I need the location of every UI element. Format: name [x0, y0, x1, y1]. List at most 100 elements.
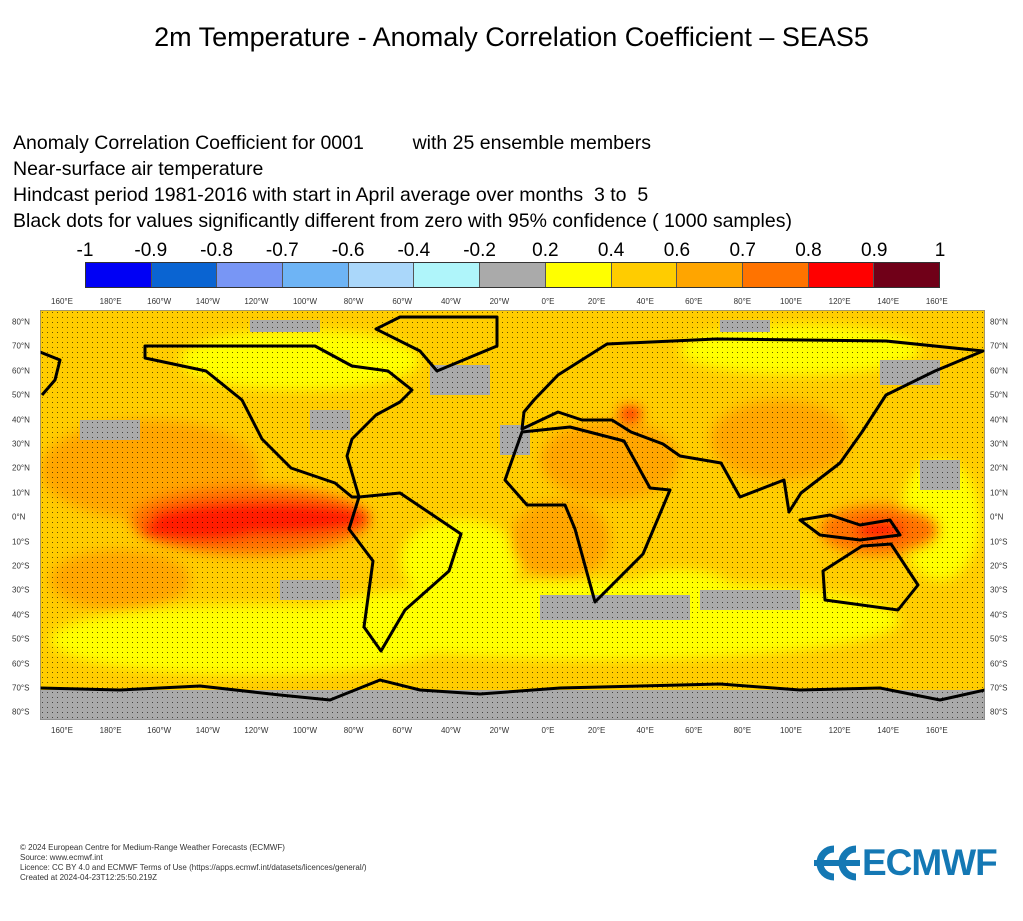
colorbar-segment	[217, 263, 284, 287]
coast-greenland	[374, 315, 499, 373]
longitude-label: 60°W	[392, 297, 413, 306]
latitude-label: 20°S	[12, 561, 30, 571]
longitude-label: 80°E	[733, 297, 752, 306]
ecmwf-logo-icon	[814, 845, 860, 881]
latitude-label: 20°S	[990, 561, 1008, 571]
latitude-label: 80°N	[990, 317, 1008, 327]
colorbar-tick-label: 0.2	[532, 240, 559, 261]
footer: © 2024 European Centre for Medium-Range …	[20, 843, 367, 883]
latitude-label: 10°S	[990, 537, 1008, 547]
latitude-label: 70°S	[990, 683, 1008, 693]
longitude-label: 140°E	[877, 297, 900, 306]
significance-dots	[40, 310, 985, 720]
coast-antarctica	[40, 678, 985, 702]
colorbar-tick-label: 0.6	[663, 240, 691, 261]
latitude-label: 40°S	[12, 610, 30, 620]
latitude-label: 70°N	[990, 341, 1008, 351]
longitude-label: 20°W	[489, 726, 510, 735]
latitude-label: 10°N	[12, 488, 30, 498]
latitude-label: 40°S	[990, 610, 1008, 620]
longitude-label: 140°E	[877, 726, 900, 735]
latitude-label: 20°N	[12, 463, 30, 473]
created-at: Created at 2024-04-23T12:25:50.219Z	[20, 873, 157, 882]
latitude-label: 80°N	[12, 317, 30, 327]
longitude-label: 100°W	[292, 726, 318, 735]
coastlines	[40, 315, 985, 702]
latitude-label: 30°N	[990, 439, 1008, 449]
colorbar-segment	[414, 263, 481, 287]
colorbar-segment	[611, 263, 678, 287]
colorbar-segment	[742, 263, 809, 287]
longitude-label: 180°E	[99, 297, 122, 306]
latitude-label: 80°S	[990, 707, 1008, 717]
latitude-label: 10°N	[990, 488, 1008, 498]
longitude-label: 100°W	[292, 297, 318, 306]
longitude-label: 160°W	[147, 726, 172, 735]
latitude-label: 50°N	[990, 390, 1008, 400]
colorbar-segment	[545, 263, 612, 287]
colorbar-segment	[808, 263, 875, 287]
acc-map	[40, 310, 985, 720]
latitude-label: 30°S	[12, 585, 30, 595]
longitude-label: 140°W	[195, 297, 220, 306]
colorbar-tick-label: -0.6	[331, 240, 365, 261]
latitude-label: 30°N	[12, 439, 30, 449]
colorbar-segment	[348, 263, 415, 287]
colorbar-tick-label: -0.2	[463, 240, 496, 261]
latitude-label: 80°S	[12, 707, 30, 717]
longitude-label: 20°E	[587, 726, 606, 735]
longitude-label: 180°E	[99, 726, 122, 735]
colorbar-tick-label: 0.9	[861, 240, 888, 261]
latitude-label: 20°N	[990, 463, 1008, 473]
colorbar-tick-label: 0.7	[729, 240, 756, 261]
info-line: Near-surface air temperature	[13, 158, 264, 180]
colorbar-labels: -1 -0.9 -0.8 -0.7 -0.6 -0.4 -0.2 0.2 0.4 0.6 0.7 0.…	[77, 240, 946, 262]
colorbar	[85, 262, 940, 288]
colorbar-segment	[874, 263, 939, 287]
longitude-label: 60°W	[392, 726, 413, 735]
longitude-label: 160°E	[925, 297, 948, 306]
colorbar-segment	[480, 263, 546, 287]
latitude-label: 60°S	[990, 659, 1008, 669]
latitude-label: 0°N	[12, 512, 26, 522]
longitude-label: 80°W	[343, 726, 364, 735]
coast-eurasia	[520, 337, 985, 514]
latitude-label: 50°N	[12, 390, 30, 400]
longitude-label: 160°E	[51, 297, 73, 306]
info-line: Hindcast period 1981-2016 with start in …	[13, 184, 649, 206]
colorbar-segment	[677, 263, 743, 287]
page-title: 2m Temperature - Anomaly Correlation Coe…	[154, 22, 869, 52]
latitude-label: 30°S	[990, 585, 1008, 595]
colorbar-segment	[86, 263, 152, 287]
copyright: © 2024 European Centre for Medium-Range …	[20, 843, 285, 852]
colorbar-tick-label: -1	[76, 240, 94, 261]
colorbar-tick-label: 0.4	[597, 240, 625, 261]
coast-north-america	[143, 344, 414, 499]
info-line: Anomaly Correlation Coefficient for 0001…	[13, 132, 652, 154]
longitude-label: 20°W	[489, 297, 510, 306]
latitude-label: 70°S	[12, 683, 30, 693]
ecmwf-logo: ECMWF	[812, 842, 998, 884]
colorbar-tick-label: -0.9	[134, 240, 168, 261]
longitude-label: 160°E	[925, 726, 948, 735]
longitude-label: 120°W	[244, 726, 269, 735]
coast-australia	[821, 542, 920, 612]
longitude-label: 120°E	[828, 297, 851, 306]
latitude-label: 40°N	[12, 415, 30, 425]
source: Source: www.ecmwf.int	[20, 853, 103, 862]
colorbar-tick-label: -0.4	[397, 240, 431, 261]
coast-africa	[503, 425, 672, 604]
longitude-label: 40°W	[440, 297, 461, 306]
colorbar-segment	[283, 263, 349, 287]
latitude-label: 70°N	[12, 341, 30, 351]
latitude-label: 60°N	[990, 366, 1008, 376]
longitude-label: 80°E	[733, 726, 752, 735]
colorbar-tick-label: 1	[934, 240, 946, 261]
longitude-label: 100°E	[780, 726, 802, 735]
latitude-label: 40°N	[990, 415, 1008, 425]
longitude-label: 80°W	[343, 297, 364, 306]
latitude-label: 50°S	[990, 634, 1008, 644]
latitude-label: 60°N	[12, 366, 30, 376]
coast-indonesia	[798, 513, 902, 542]
colorbar-tick-label: -0.7	[265, 240, 299, 261]
